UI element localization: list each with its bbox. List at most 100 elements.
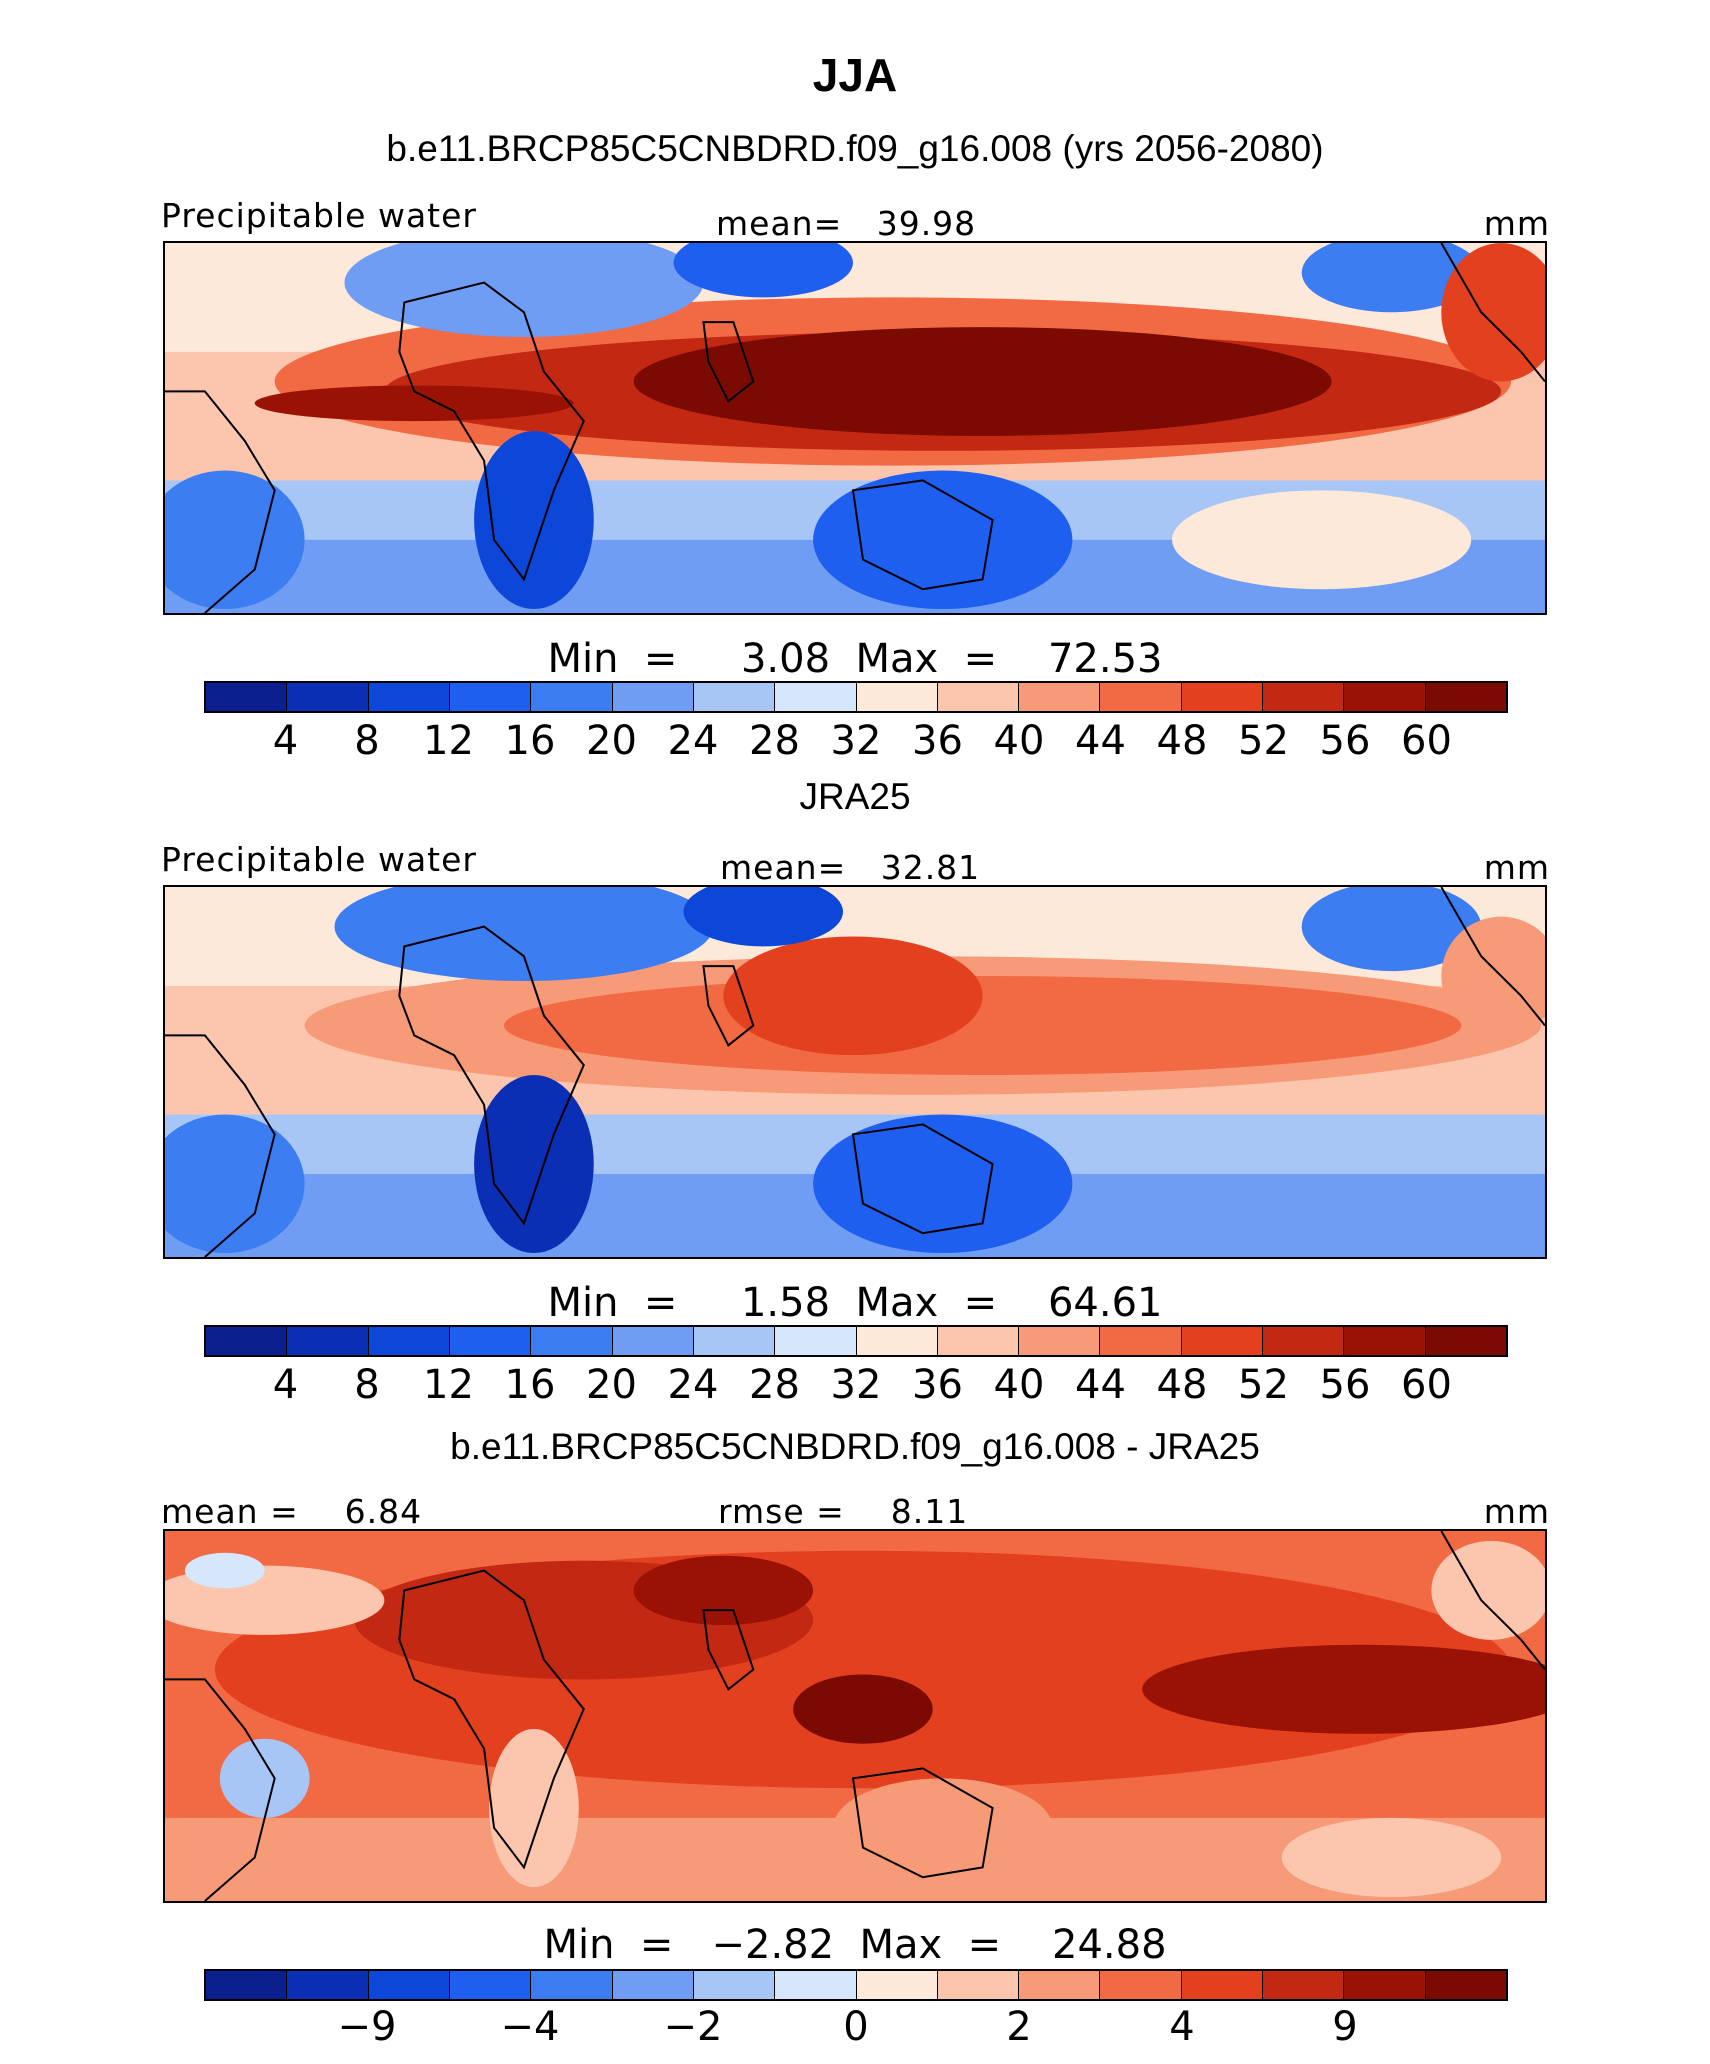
colorbar-tick-label: 8 bbox=[354, 718, 380, 764]
panel-2-units-label: mm bbox=[1483, 848, 1550, 887]
panel-1-variable-label: Precipitable water bbox=[161, 196, 477, 235]
colorbar-tick-label: 52 bbox=[1238, 1362, 1289, 1408]
panel-2-variable-label: Precipitable water bbox=[161, 840, 477, 879]
panel-3-mean-label: mean = 6.84 bbox=[161, 1492, 423, 1531]
colorbar-box bbox=[368, 1971, 450, 1999]
colorbar-tick-label: 4 bbox=[1169, 2004, 1195, 2050]
panel-1-field bbox=[165, 243, 1545, 613]
colorbar-tick-label: 56 bbox=[1319, 718, 1371, 764]
colorbar-tick-label: 9 bbox=[1332, 2004, 1358, 2050]
panel-2-map bbox=[163, 885, 1547, 1259]
colorbar-box bbox=[693, 1971, 776, 1999]
colorbar-box bbox=[1019, 1327, 1101, 1355]
panel-2-max: Max = 64.61 bbox=[855, 1280, 1163, 1326]
colorbar-box bbox=[449, 1971, 532, 1999]
colorbar-box bbox=[1019, 683, 1101, 711]
panel-3-colorbar-ticks: −9 −4 −2 0 2 4 9 bbox=[204, 2004, 1508, 2050]
colorbar-box bbox=[775, 1327, 857, 1355]
colorbar-tick-label: 48 bbox=[1156, 1362, 1208, 1408]
panel-1-subtitle: b.e11.BRCP85C5CNBDRD.f09_g16.008 (yrs 20… bbox=[386, 128, 1324, 169]
colorbar-box bbox=[1100, 683, 1182, 711]
colorbar-tick-label: 2 bbox=[1006, 2004, 1032, 2050]
colorbar-box bbox=[612, 1327, 694, 1355]
colorbar-tick-label: 8 bbox=[354, 1362, 380, 1408]
colorbar-box bbox=[1263, 683, 1345, 711]
panel-3-min: Min = −2.82 bbox=[543, 1922, 835, 1968]
colorbar-box bbox=[693, 683, 776, 711]
panel-3-max: Max = 24.88 bbox=[859, 1922, 1167, 1968]
colorbar-box bbox=[1344, 1327, 1426, 1355]
colorbar-box bbox=[531, 683, 613, 711]
colorbar-box bbox=[287, 683, 369, 711]
colorbar-tick-label: 44 bbox=[1075, 718, 1126, 764]
colorbar-tick-label: 32 bbox=[830, 718, 882, 764]
colorbar-box bbox=[531, 1327, 613, 1355]
colorbar-box bbox=[856, 1327, 938, 1355]
panel-2-colorbar-ticks: 4 8 12 16 20 24 28 32 36 40 44 48 52 56 60 bbox=[204, 1362, 1508, 1408]
colorbar-tick-label: 36 bbox=[912, 1362, 963, 1408]
panel-2-colorbar bbox=[204, 1325, 1508, 1357]
colorbar-box bbox=[937, 683, 1020, 711]
colorbar-box bbox=[612, 683, 694, 711]
colorbar-box bbox=[693, 1327, 776, 1355]
colorbar-box bbox=[287, 1327, 369, 1355]
colorbar-box bbox=[612, 1971, 694, 1999]
colorbar-box bbox=[1019, 1971, 1101, 1999]
colorbar-box bbox=[449, 1327, 532, 1355]
colorbar-tick-label: −2 bbox=[663, 2004, 723, 2050]
colorbar-tick-label: 40 bbox=[993, 718, 1045, 764]
panel-3-colorbar bbox=[204, 1969, 1508, 2001]
colorbar-tick-label: 20 bbox=[586, 718, 637, 764]
colorbar-tick-label: 60 bbox=[1401, 718, 1452, 764]
panel-3-minmax: Min = −2.82 Max = 24.88 bbox=[0, 1922, 1710, 1968]
colorbar-box bbox=[1263, 1971, 1345, 1999]
panel-1-map bbox=[163, 241, 1547, 615]
colorbar-tick-label: 0 bbox=[843, 2004, 869, 2050]
panel-1-mean-label: mean= 39.98 bbox=[716, 204, 977, 243]
colorbar-tick-label: 12 bbox=[423, 718, 474, 764]
colorbar-tick-label: 4 bbox=[272, 718, 299, 764]
colorbar-tick-label: 4 bbox=[272, 1362, 299, 1408]
panel-3-map bbox=[163, 1529, 1547, 1903]
colorbar-tick-label: 28 bbox=[749, 718, 800, 764]
colorbar-box bbox=[775, 683, 857, 711]
colorbar-box bbox=[1100, 1327, 1182, 1355]
colorbar-box bbox=[1181, 1971, 1264, 1999]
panel-2-subtitle: JRA25 bbox=[799, 776, 911, 817]
colorbar-tick-label: 60 bbox=[1401, 1362, 1452, 1408]
colorbar-box bbox=[287, 1971, 369, 1999]
colorbar-box bbox=[856, 1971, 938, 1999]
colorbar-box bbox=[1425, 1971, 1506, 1999]
colorbar-tick-label: 48 bbox=[1156, 718, 1208, 764]
colorbar-box bbox=[937, 1971, 1020, 1999]
colorbar-tick-label: 20 bbox=[586, 1362, 637, 1408]
colorbar-tick-label: 12 bbox=[423, 1362, 474, 1408]
colorbar-tick-label: 40 bbox=[993, 1362, 1045, 1408]
colorbar-box bbox=[1425, 683, 1506, 711]
colorbar-tick-label: 28 bbox=[749, 1362, 800, 1408]
colorbar-box bbox=[937, 1327, 1020, 1355]
panel-1-minmax: Min = 3.08 Max = 72.53 bbox=[0, 636, 1710, 682]
panel-1-colorbar bbox=[204, 681, 1508, 713]
colorbar-tick-label: −9 bbox=[337, 2004, 397, 2050]
colorbar-tick-label: −4 bbox=[500, 2004, 560, 2050]
panel-1-colorbar-ticks: 4 8 12 16 20 24 28 32 36 40 44 48 52 56 60 bbox=[204, 718, 1508, 764]
panel-1-min: Min = 3.08 bbox=[547, 636, 831, 682]
colorbar-box bbox=[856, 683, 938, 711]
panel-3-rmse-label: rmse = 8.11 bbox=[718, 1492, 969, 1531]
panel-1-units-label: mm bbox=[1483, 204, 1550, 243]
colorbar-tick-label: 16 bbox=[504, 1362, 556, 1408]
colorbar-tick-label: 24 bbox=[667, 718, 719, 764]
colorbar-box bbox=[206, 1971, 288, 1999]
colorbar-box bbox=[1344, 683, 1426, 711]
colorbar-tick-label: 16 bbox=[504, 718, 556, 764]
colorbar-box bbox=[368, 683, 450, 711]
colorbar-box bbox=[206, 1327, 288, 1355]
panel-2-minmax: Min = 1.58 Max = 64.61 bbox=[0, 1280, 1710, 1326]
colorbar-box bbox=[1263, 1327, 1345, 1355]
colorbar-box bbox=[1344, 1971, 1426, 1999]
colorbar-tick-label: 44 bbox=[1075, 1362, 1126, 1408]
colorbar-tick-label: 52 bbox=[1238, 718, 1289, 764]
panel-2-field bbox=[165, 887, 1545, 1257]
colorbar-tick-label: 32 bbox=[830, 1362, 882, 1408]
